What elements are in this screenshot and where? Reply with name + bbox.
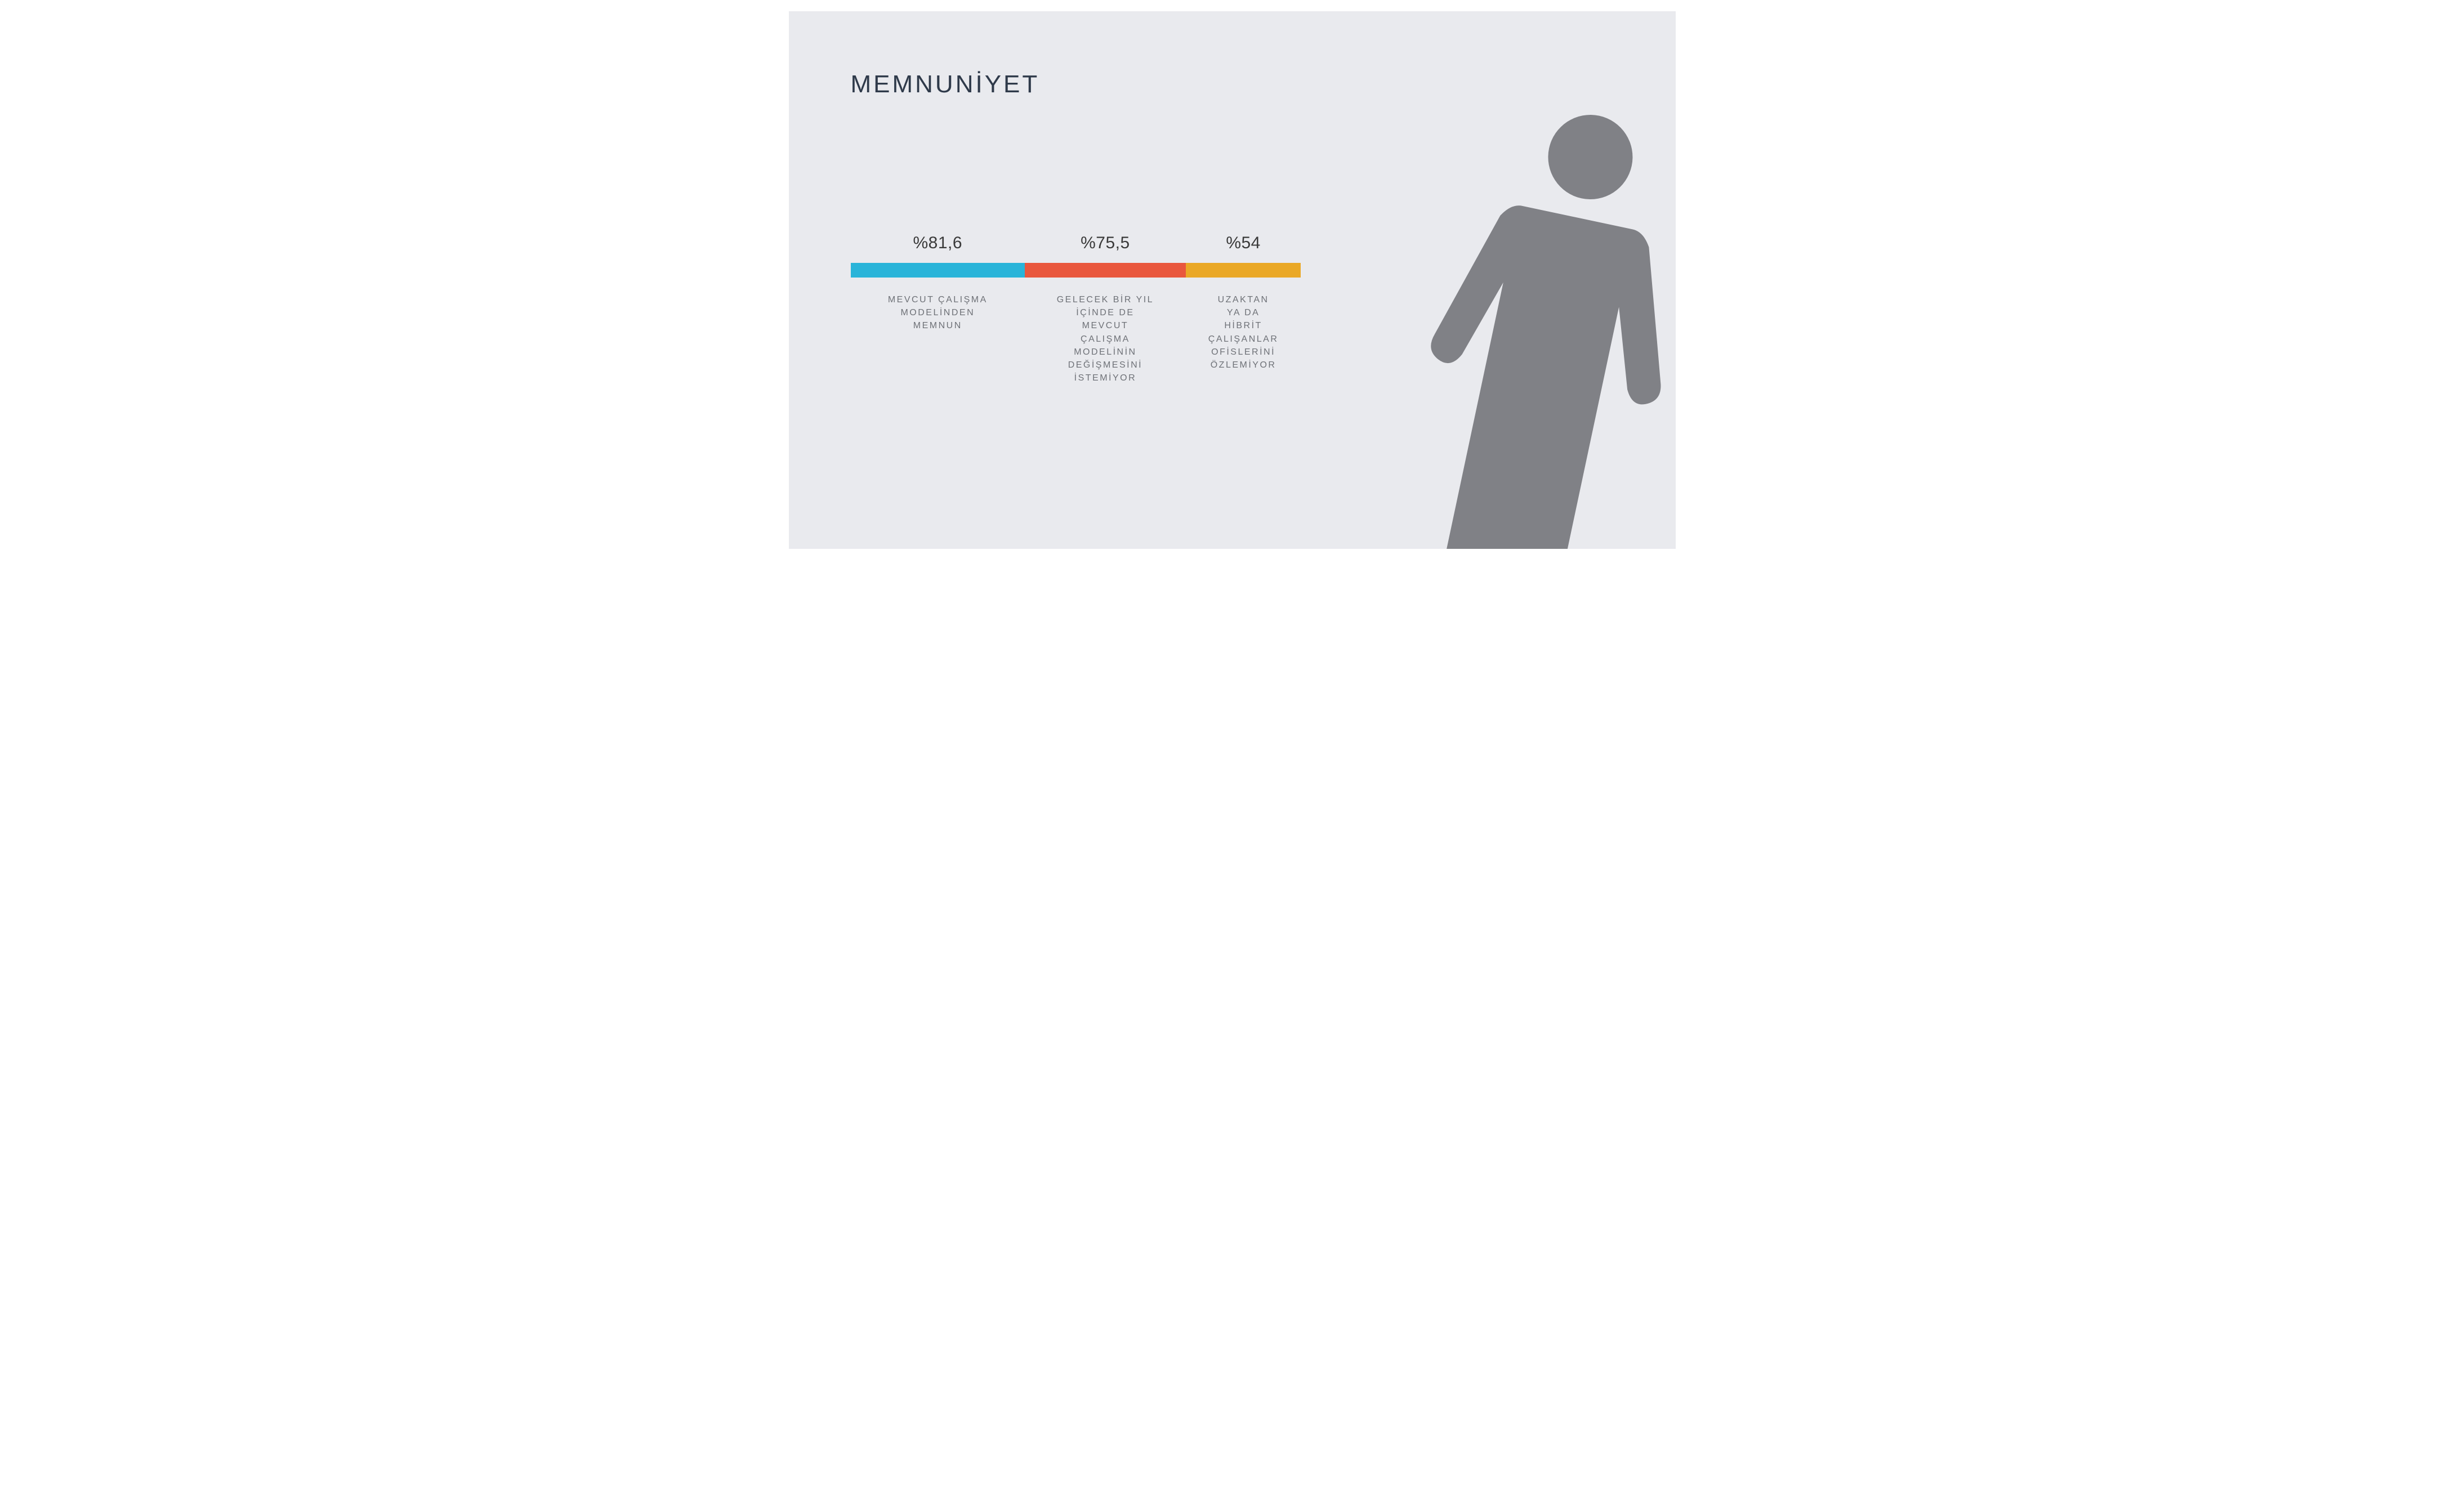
person-icon <box>1341 78 1676 549</box>
value-2: %54 <box>1186 234 1301 253</box>
bar-chart: %81,6 %75,5 %54 MEVCUT ÇALIŞMAMODELİNDEN… <box>851 234 1301 384</box>
label-2: UZAKTANYA DAHİBRİTÇALIŞANLAROFİSLERİNİÖZ… <box>1186 293 1301 384</box>
page-title: MEMNUNİYET <box>851 70 1040 99</box>
value-0: %81,6 <box>851 234 1025 253</box>
infographic-canvas: MEMNUNİYET %81,6 %75,5 %54 MEVCUT ÇALIŞM… <box>789 11 1676 549</box>
person-icon-shape <box>1380 91 1675 549</box>
bar-row <box>851 263 1301 278</box>
bar-segment-0 <box>851 263 1025 278</box>
value-row: %81,6 %75,5 %54 <box>851 234 1301 253</box>
value-1: %75,5 <box>1025 234 1186 253</box>
label-1: GELECEK BİR YILİÇİNDE DEMEVCUTÇALIŞMAMOD… <box>1025 293 1186 384</box>
bar-segment-1 <box>1025 263 1186 278</box>
label-0: MEVCUT ÇALIŞMAMODELİNDENMEMNUN <box>851 293 1025 384</box>
label-row: MEVCUT ÇALIŞMAMODELİNDENMEMNUN GELECEK B… <box>851 293 1301 384</box>
bar-segment-2 <box>1186 263 1301 278</box>
